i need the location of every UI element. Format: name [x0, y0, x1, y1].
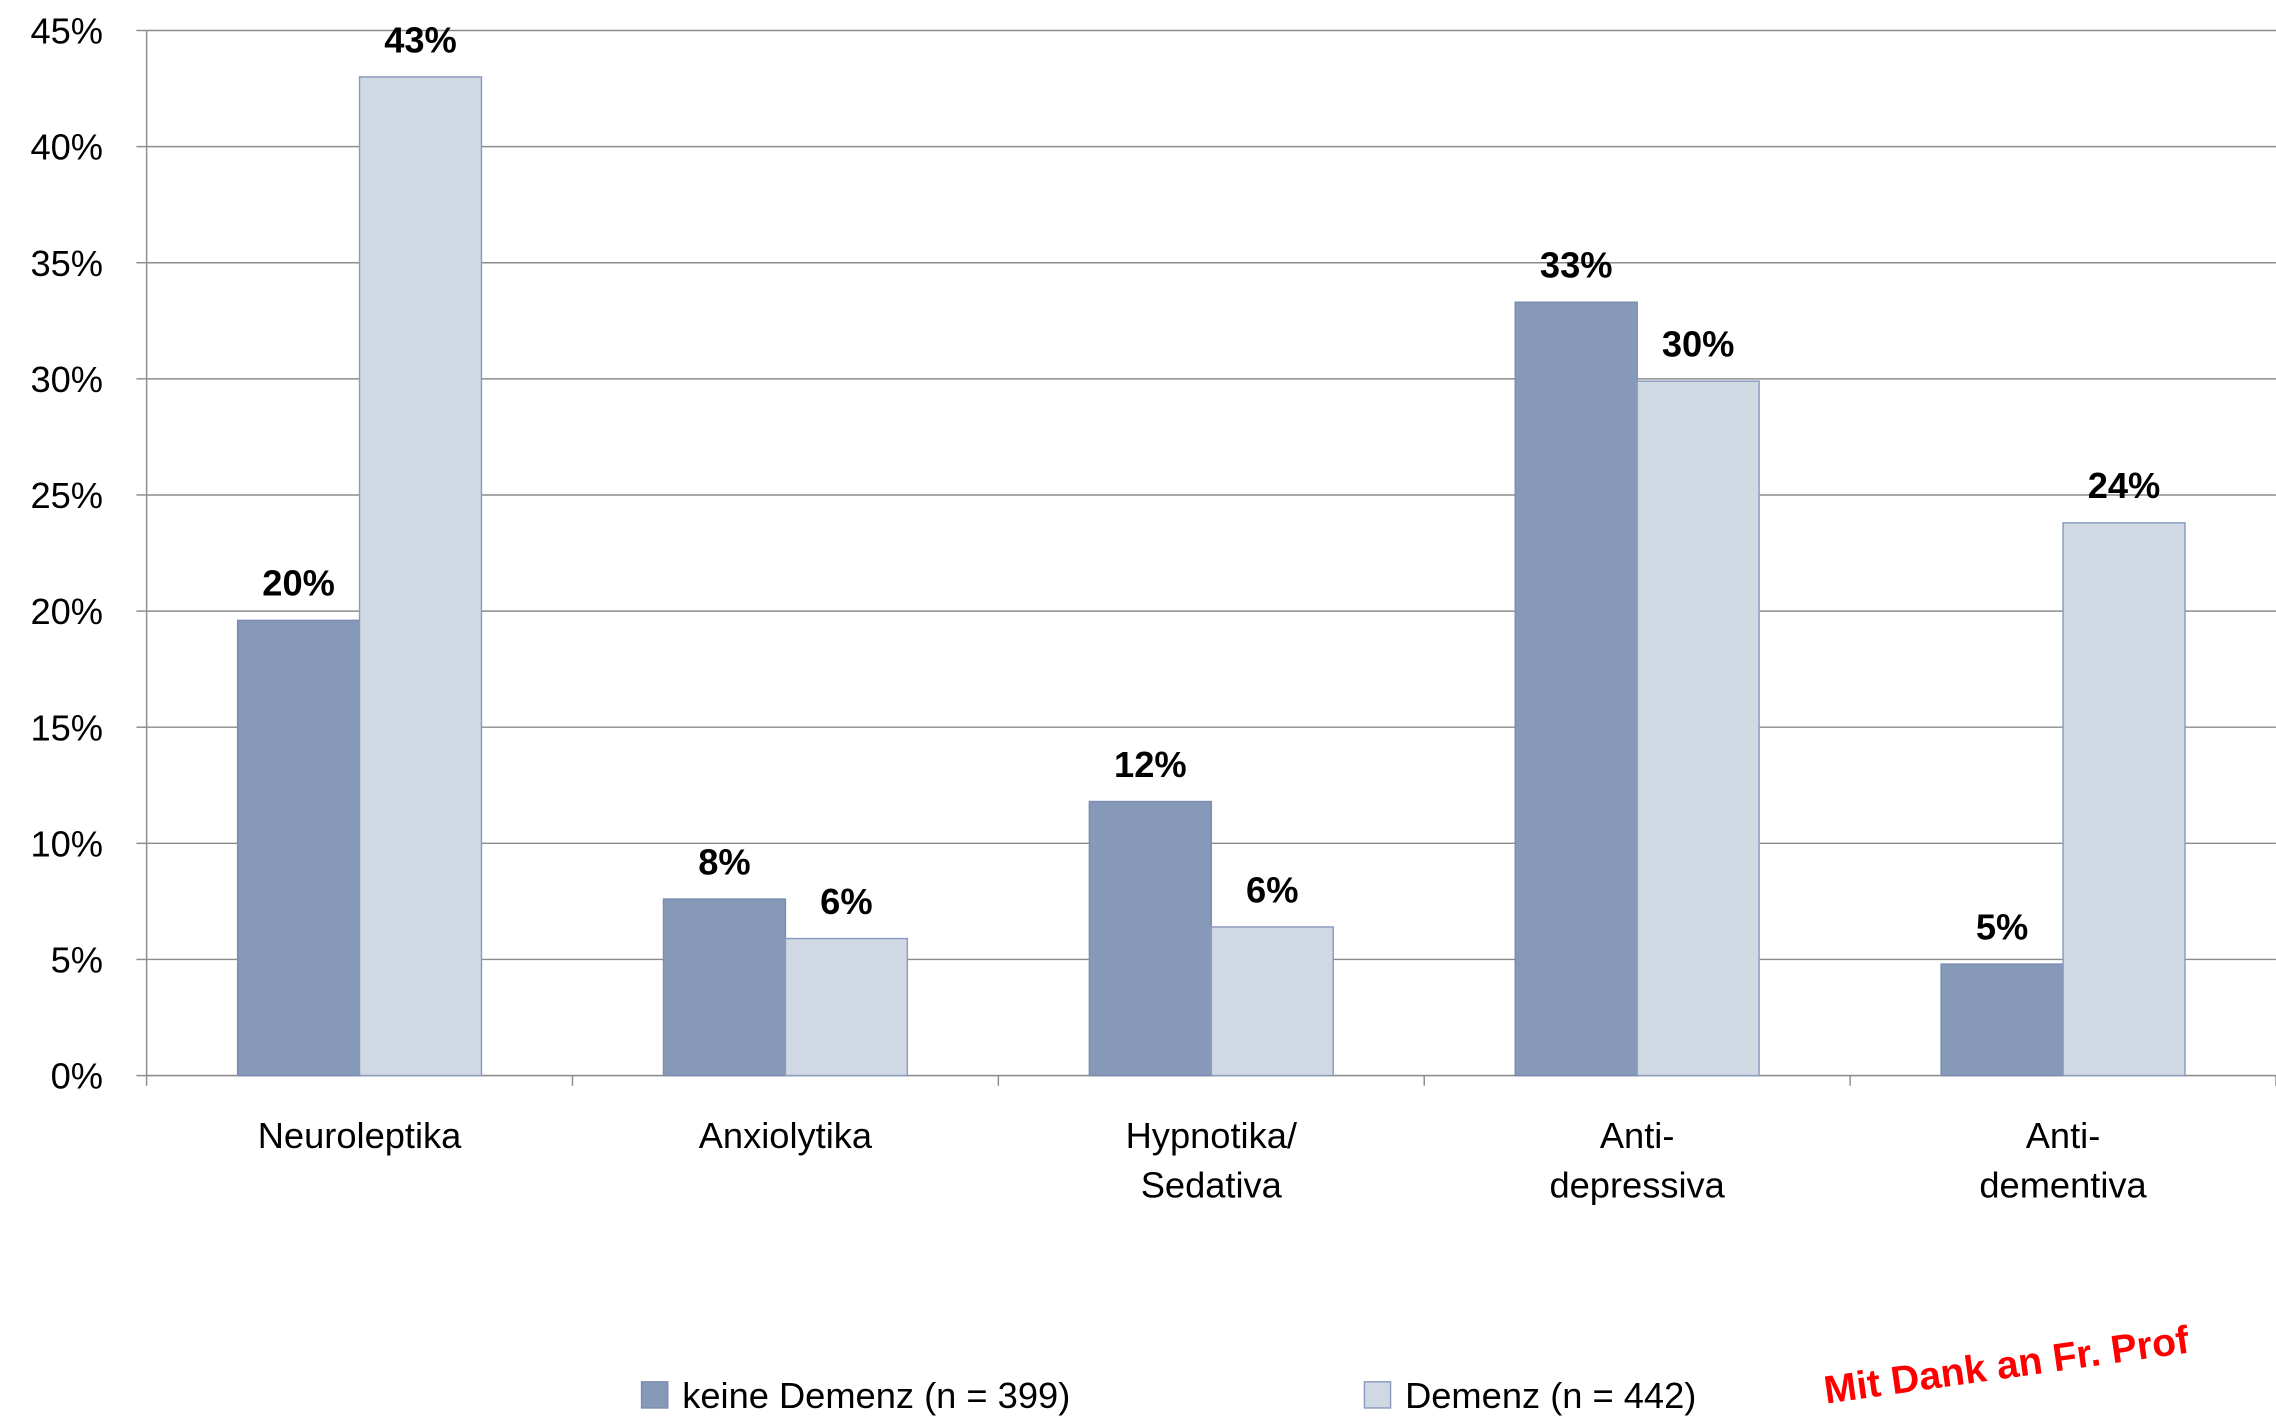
x-tick-label-line: Anxiolytika: [699, 1115, 873, 1156]
bar: [358, 76, 483, 1077]
value-label: 5%: [1976, 906, 2028, 947]
bar: [1088, 800, 1213, 1077]
x-tick-label: Anti-dementiva: [1979, 1115, 2147, 1205]
y-tick-label: 10%: [30, 823, 103, 864]
value-label: 8%: [698, 841, 750, 882]
x-tick-label-line: Anti-: [1600, 1115, 1675, 1156]
x-tick-label-line: Hypnotika/: [1126, 1115, 1298, 1156]
x-tick-label: Anxiolytika: [699, 1115, 873, 1156]
legend-swatch: [1363, 1381, 1392, 1409]
value-label: 30%: [1662, 323, 1735, 364]
value-label: 12%: [1114, 744, 1187, 785]
value-label: 33%: [1540, 245, 1613, 286]
y-tick-label: 25%: [30, 475, 103, 516]
bar: [784, 937, 909, 1077]
value-label: 24%: [2088, 465, 2161, 506]
x-tick-label-line: Sedativa: [1141, 1164, 1283, 1205]
y-tick-label: 30%: [30, 359, 103, 400]
y-tick-label: 15%: [30, 707, 103, 748]
x-tick-label-line: Neuroleptika: [258, 1115, 462, 1156]
x-tick-label-line: dementiva: [1979, 1164, 2147, 1205]
bar: [662, 898, 787, 1077]
y-tick-label: 40%: [30, 127, 103, 168]
x-tick-label: Hypnotika/Sedativa: [1126, 1115, 1298, 1205]
value-label: 43%: [384, 19, 457, 60]
legend-label: Demenz (n = 442): [1405, 1375, 1696, 1416]
bar: [1940, 963, 2064, 1077]
x-tick-label: Neuroleptika: [258, 1115, 462, 1156]
x-tick-label-line: Anti-: [2026, 1115, 2101, 1156]
bar: [1514, 301, 1638, 1077]
value-label: 6%: [820, 881, 872, 922]
value-label: 6%: [1246, 869, 1298, 910]
y-tick-label: 0%: [51, 1056, 103, 1097]
x-tick-label: Anti-depressiva: [1549, 1115, 1725, 1205]
legend-swatch: [640, 1381, 669, 1409]
bar: [2062, 522, 2186, 1077]
value-label: 20%: [262, 563, 335, 604]
annotation: Mit Dank an Fr. Prof: [1821, 1319, 2192, 1413]
y-tick-label: 45%: [30, 11, 103, 52]
bar: [1210, 926, 1334, 1077]
legend-label: keine Demenz (n = 399): [682, 1375, 1070, 1416]
bar: [1636, 380, 1760, 1077]
y-tick-label: 5%: [51, 940, 103, 981]
x-tick-label-line: depressiva: [1549, 1164, 1725, 1205]
y-tick-label: 35%: [30, 243, 103, 284]
y-tick-label: 20%: [30, 591, 103, 632]
bar: [236, 619, 361, 1077]
